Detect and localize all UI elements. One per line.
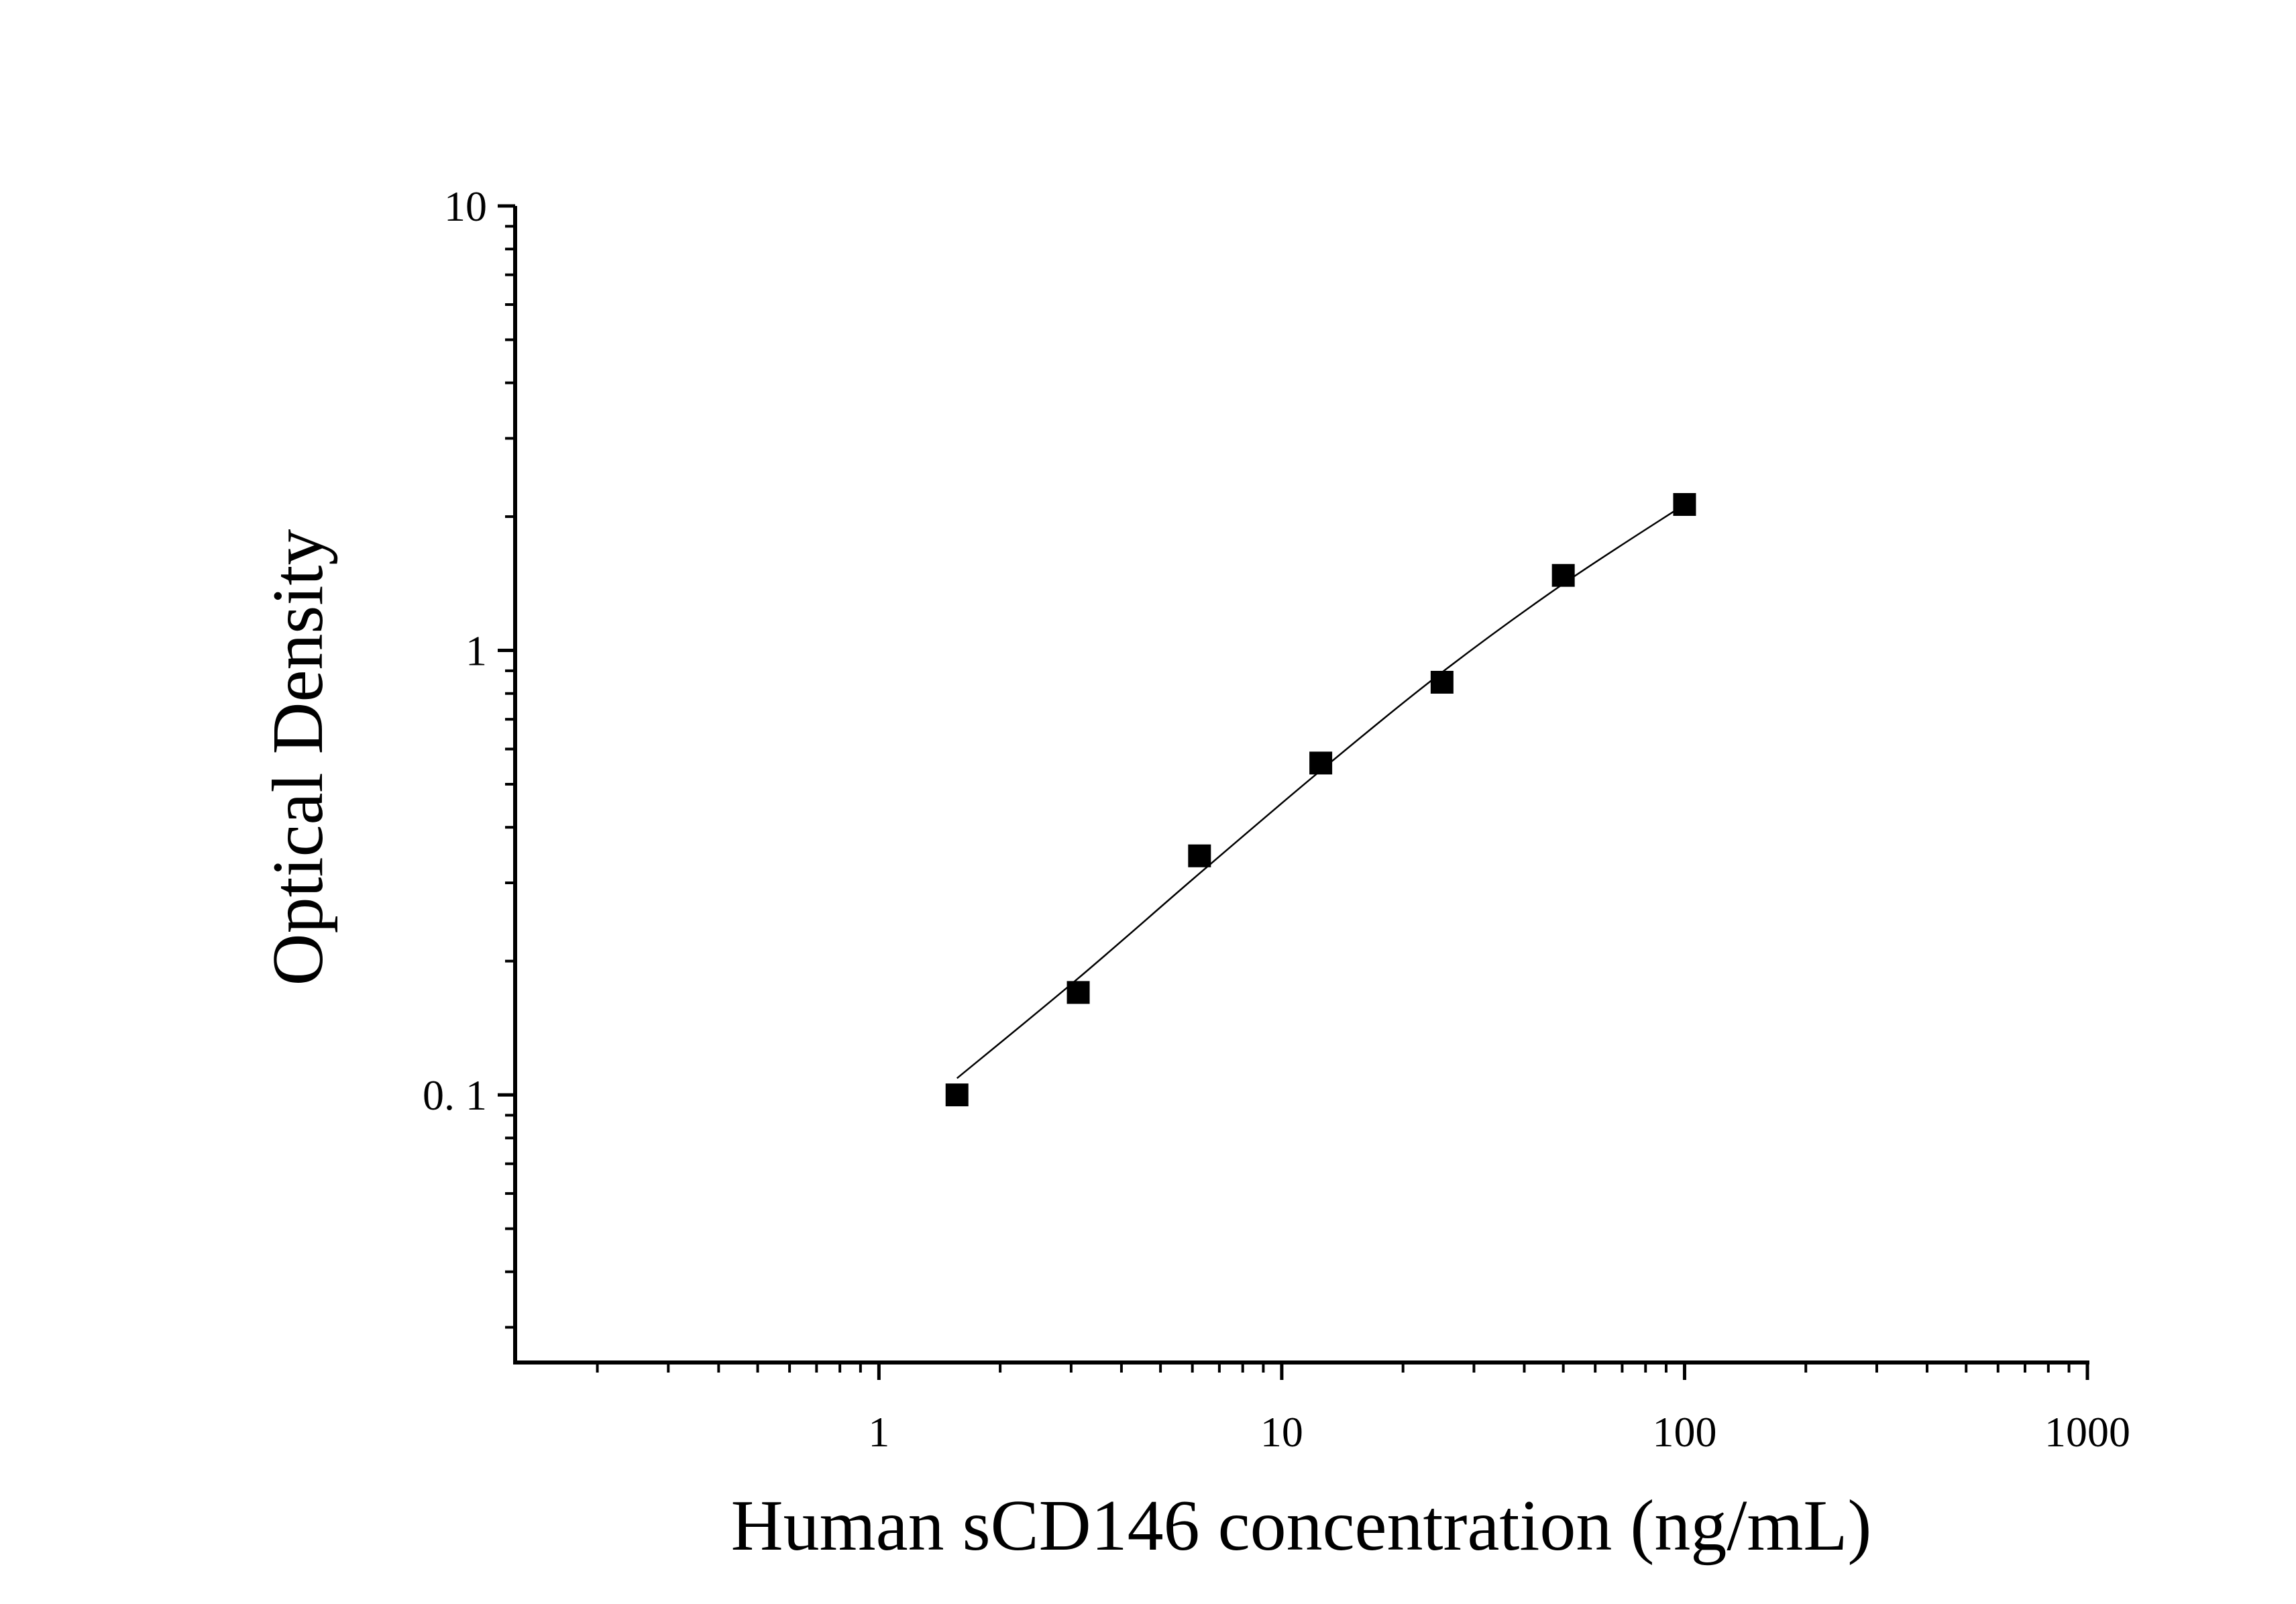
- y-tick-label: 0. 1: [423, 1071, 487, 1119]
- data-points: [945, 492, 1696, 1107]
- x-tick-label: 100: [1652, 1408, 1716, 1456]
- x-axis-ticks: [596, 1362, 2089, 1380]
- data-point: [1551, 564, 1575, 587]
- data-point: [1430, 670, 1454, 694]
- data-point: [945, 1083, 969, 1107]
- x-tick-label: 1: [868, 1408, 889, 1456]
- y-axis-tick-labels: 0. 1 1 10: [423, 182, 487, 1119]
- y-axis-ticks: [498, 204, 515, 1329]
- data-point: [1673, 492, 1696, 516]
- x-tick-label: 10: [1260, 1408, 1303, 1456]
- y-axis-title: Optical Density: [258, 529, 338, 986]
- y-tick-label: 10: [444, 182, 487, 230]
- fit-curve: [956, 503, 1686, 1079]
- y-tick-label: 1: [466, 627, 487, 675]
- x-axis-title: Human sCD146 concentration (ng/mL): [731, 1486, 1872, 1566]
- data-point: [1188, 844, 1211, 867]
- x-tick-label: 1000: [2044, 1408, 2130, 1456]
- data-point: [1309, 751, 1333, 775]
- data-point: [1067, 981, 1090, 1004]
- x-axis-tick-labels: 1 10 100 1000: [868, 1408, 2130, 1456]
